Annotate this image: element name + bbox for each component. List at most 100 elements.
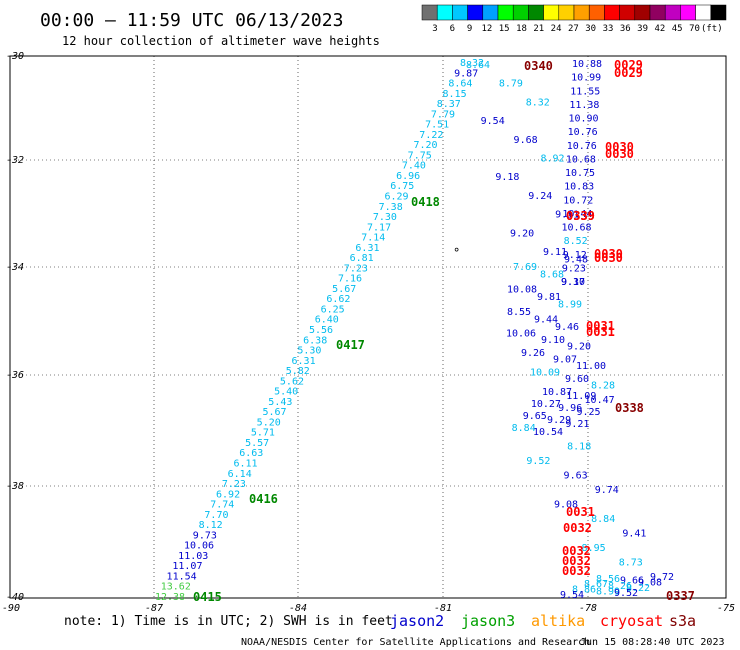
wave-height-value: 8.84 (591, 514, 615, 525)
wave-height-value: 8.26 (608, 581, 632, 592)
wave-height-value: 5.20 (257, 417, 281, 428)
location-marker: ° (453, 246, 460, 260)
wave-height-value: 8.18 (567, 442, 591, 453)
colorbar-swatch (619, 4, 636, 21)
wave-height-value: 7.17 (367, 222, 391, 233)
wave-height-value: 9.65 (523, 411, 547, 422)
wave-height-value: 5.57 (245, 438, 269, 449)
wave-height-value: 9.54 (560, 590, 584, 601)
wave-height-value: 9.81 (537, 292, 561, 303)
wave-height-value: 5.56 (309, 325, 333, 336)
wave-height-value: 9.41 (622, 529, 646, 540)
wave-height-value: 10.27 (531, 399, 561, 410)
wave-height-value: 8.52 (564, 236, 588, 247)
wave-height-value: 9.72 (650, 572, 674, 583)
wave-height-value: 6.14 (228, 469, 252, 480)
x-tick-label: -78 (579, 603, 597, 614)
colorbar-label: 70 (689, 24, 700, 34)
wave-height-value: 6.75 (390, 181, 414, 192)
wave-height-value: 10.76 (567, 141, 597, 152)
corner-label: -90 (2, 603, 20, 614)
wave-height-value: 6.92 (216, 489, 240, 500)
wave-height-value: 7.79 (431, 109, 455, 120)
wave-height-value: 8.22 (626, 583, 650, 594)
wave-height-value: 5.82 (286, 366, 310, 377)
wave-height-value: 7.23 (222, 479, 246, 490)
wave-height-value: 8.79 (499, 79, 523, 90)
colorbar-swatch (558, 4, 575, 21)
pass-time-label: 0031 (586, 325, 615, 339)
wave-height-value: 7.40 (402, 161, 426, 172)
wave-height-value: 7.14 (361, 233, 385, 244)
pass-time-label: 0417 (336, 338, 365, 352)
wave-height-value: 11.54 (167, 571, 197, 582)
colorbar-swatch (543, 4, 560, 21)
wave-height-value: 9.21 (565, 419, 589, 430)
wave-height-value: 11.07 (172, 561, 202, 572)
wave-height-value: 10.99 (571, 73, 601, 84)
wave-height-value: 6.29 (384, 192, 408, 203)
footer: note: 1) Time is in UTC; 2) SWH is in fe… (64, 612, 725, 648)
colorbar-label: 27 (568, 24, 579, 34)
wave-height-value: 11.55 (570, 86, 600, 97)
pass-time-label: 0031 (566, 505, 595, 519)
wave-height-value: 8.56 (596, 574, 620, 585)
satellite-label: s3a (669, 612, 696, 630)
wave-height-value: 9.66 (620, 576, 644, 587)
lat-lon-grid (10, 56, 726, 598)
wave-height-value: 5.67 (262, 407, 286, 418)
footer-note: note: 1) Time is in UTC; 2) SWH is in fe… (64, 614, 393, 629)
wave-height-value: 7.70 (204, 510, 228, 521)
wave-height-value: 9.48 (564, 255, 588, 266)
wave-height-value: 7.30 (373, 212, 397, 223)
colorbar-swatch (680, 4, 696, 21)
wave-height-value: 11.03 (178, 551, 208, 562)
header: 00:00 – 11:59 UTC 06/13/2023 12 hour col… (40, 10, 380, 48)
wave-height-value: 5.67 (332, 284, 356, 295)
wave-height-value: 9.37 (561, 277, 585, 288)
pass-time-label: 0030 (605, 147, 634, 161)
wave-height-value: 9.29 (547, 415, 571, 426)
pass-time-label: 0032 (562, 564, 591, 578)
wave-height-value: 5.40 (274, 387, 298, 398)
wave-height-value: 9.07 (553, 355, 577, 366)
wave-height-value: 10.88 (572, 59, 602, 70)
wave-height-value: 9.44 (534, 315, 558, 326)
colorbar-swatch (452, 4, 468, 21)
wave-height-value: 8.55 (507, 307, 531, 318)
colorbar-label: 18 (516, 24, 527, 34)
map-title: 00:00 – 11:59 UTC 06/13/2023 (40, 10, 343, 31)
wave-height-value: 7.38 (379, 202, 403, 213)
wave-height-value: 7.22 (419, 130, 443, 141)
pass-time-label: 0340 (524, 59, 553, 73)
wave-height-value: 8.64 (448, 79, 472, 90)
y-tick-label: -36 (6, 370, 24, 381)
wave-height-value: 8.95 (582, 543, 606, 554)
wave-height-value: 10.54 (533, 427, 563, 438)
colorbar-swatch (710, 4, 727, 21)
y-tick-label: -38 (6, 481, 24, 492)
wave-height-value: 9.10 (541, 335, 565, 346)
wave-height-value: 8.12 (199, 520, 223, 531)
wave-height-value: 9.23 (562, 263, 586, 274)
wave-height-value: 9.87 (454, 68, 478, 79)
wave-height-value: 8.64 (466, 60, 490, 71)
wave-height-value: 11.38 (569, 100, 599, 111)
y-tick-label: -32 (6, 155, 24, 166)
x-tick-label: -75 (717, 603, 735, 614)
colorbar-label: 30 (585, 24, 596, 34)
wave-height-value: 6.11 (233, 459, 257, 470)
wave-height-value: 8.68 (540, 270, 564, 281)
pass-time-label: 0030 (594, 247, 623, 261)
colorbar-label: 9 (467, 24, 472, 34)
wave-height-value: 7.74 (210, 500, 234, 511)
wave-height-value: 9.52 (526, 456, 550, 467)
wave-height-value: 6.81 (350, 253, 374, 264)
wave-height-value: 5.62 (280, 376, 304, 387)
wave-height-value: 8.86 (572, 585, 596, 596)
wave-height-value: 8.92 (540, 154, 564, 165)
wave-height-value: 8.15 (443, 89, 467, 100)
pass-time-label: 0029 (614, 58, 643, 72)
